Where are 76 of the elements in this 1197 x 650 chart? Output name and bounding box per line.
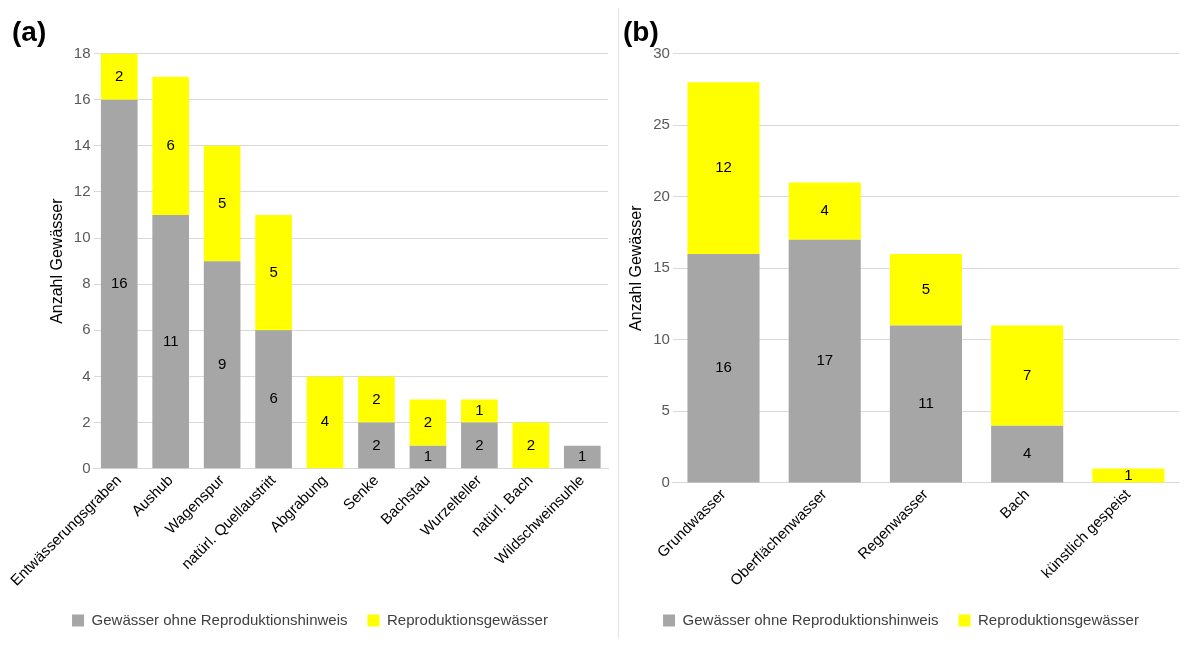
- data-label: 1: [423, 447, 433, 465]
- y-tick-label: 14: [73, 135, 91, 153]
- chart-title: (a): [12, 15, 47, 47]
- y-tick-label: 2: [82, 412, 91, 430]
- bar: [687, 82, 760, 254]
- data-label: 2: [372, 435, 381, 453]
- bar: [409, 399, 447, 446]
- y-tick-label: 10: [653, 329, 670, 347]
- bar: [358, 376, 395, 423]
- data-label: 4: [1022, 444, 1032, 462]
- bar: [788, 239, 861, 483]
- data-label: 12: [715, 158, 732, 176]
- bar: [1092, 468, 1165, 483]
- data-label: 16: [110, 274, 128, 292]
- data-label: 11: [162, 331, 179, 349]
- data-label: 9: [217, 354, 227, 372]
- y-tick-label: 6: [82, 320, 91, 338]
- y-tick-label: 25: [653, 115, 670, 133]
- data-label: 1: [475, 401, 484, 419]
- data-label: 2: [475, 435, 484, 453]
- data-label: 1: [1124, 465, 1133, 483]
- data-label: 4: [820, 201, 829, 219]
- bar: [409, 445, 447, 469]
- y-tick-label: 15: [653, 258, 670, 276]
- data-label: 2: [423, 412, 433, 430]
- data-label: 4: [320, 412, 330, 430]
- data-label: 1: [578, 447, 587, 465]
- bar: [889, 253, 962, 326]
- bar: [563, 445, 601, 469]
- data-label: 7: [1022, 365, 1032, 383]
- bar: [152, 76, 190, 216]
- y-tick-label: 8: [82, 274, 91, 292]
- y-tick-label: 10: [73, 228, 91, 246]
- y-tick-label: 0: [82, 458, 91, 476]
- bar: [255, 330, 292, 469]
- bar: [687, 253, 760, 483]
- bar: [100, 99, 138, 469]
- data-label: 2: [372, 389, 381, 407]
- y-tick-label: 16: [73, 89, 91, 107]
- y-axis-title: Anzahl Gewässer: [627, 204, 645, 331]
- chart-title: (b): [623, 15, 659, 47]
- bar: [461, 399, 498, 423]
- bar: [255, 215, 292, 331]
- bar: [788, 182, 861, 240]
- data-label: 5: [921, 279, 931, 297]
- bar: [991, 425, 1064, 483]
- legend-label: Gewässer ohne Reproduktionshinweis: [682, 610, 939, 628]
- data-label: 5: [269, 262, 278, 280]
- bar: [991, 325, 1064, 426]
- data-label: 6: [269, 389, 278, 407]
- y-tick-label: 18: [73, 43, 91, 61]
- bar: [152, 215, 190, 469]
- bar: [100, 53, 138, 100]
- data-label: 16: [715, 358, 732, 376]
- legend-label: Reproduktionsgewässer: [978, 610, 1139, 628]
- y-tick-label: 4: [82, 366, 91, 384]
- data-label: 5: [217, 193, 227, 211]
- data-label: 2: [115, 66, 124, 84]
- y-axis-title: Anzahl Gewässer: [47, 197, 65, 324]
- bar: [306, 376, 344, 469]
- bar: [889, 325, 962, 483]
- data-label: 2: [526, 435, 535, 453]
- y-tick-label: 20: [653, 186, 670, 204]
- y-tick-label: 12: [73, 182, 91, 200]
- bar: [512, 422, 550, 469]
- data-label: 17: [816, 351, 834, 369]
- y-tick-label: 0: [661, 473, 670, 491]
- bar: [203, 145, 241, 262]
- bar: [461, 422, 498, 469]
- data-label: 6: [166, 135, 175, 153]
- bar: [203, 261, 241, 469]
- bar: [358, 422, 395, 469]
- legend-label: Gewässer ohne Reproduktionshinweis: [91, 610, 348, 628]
- legend-label: Reproduktionsgewässer: [387, 610, 548, 628]
- y-tick-label: 5: [661, 401, 670, 419]
- data-label: 11: [918, 394, 934, 412]
